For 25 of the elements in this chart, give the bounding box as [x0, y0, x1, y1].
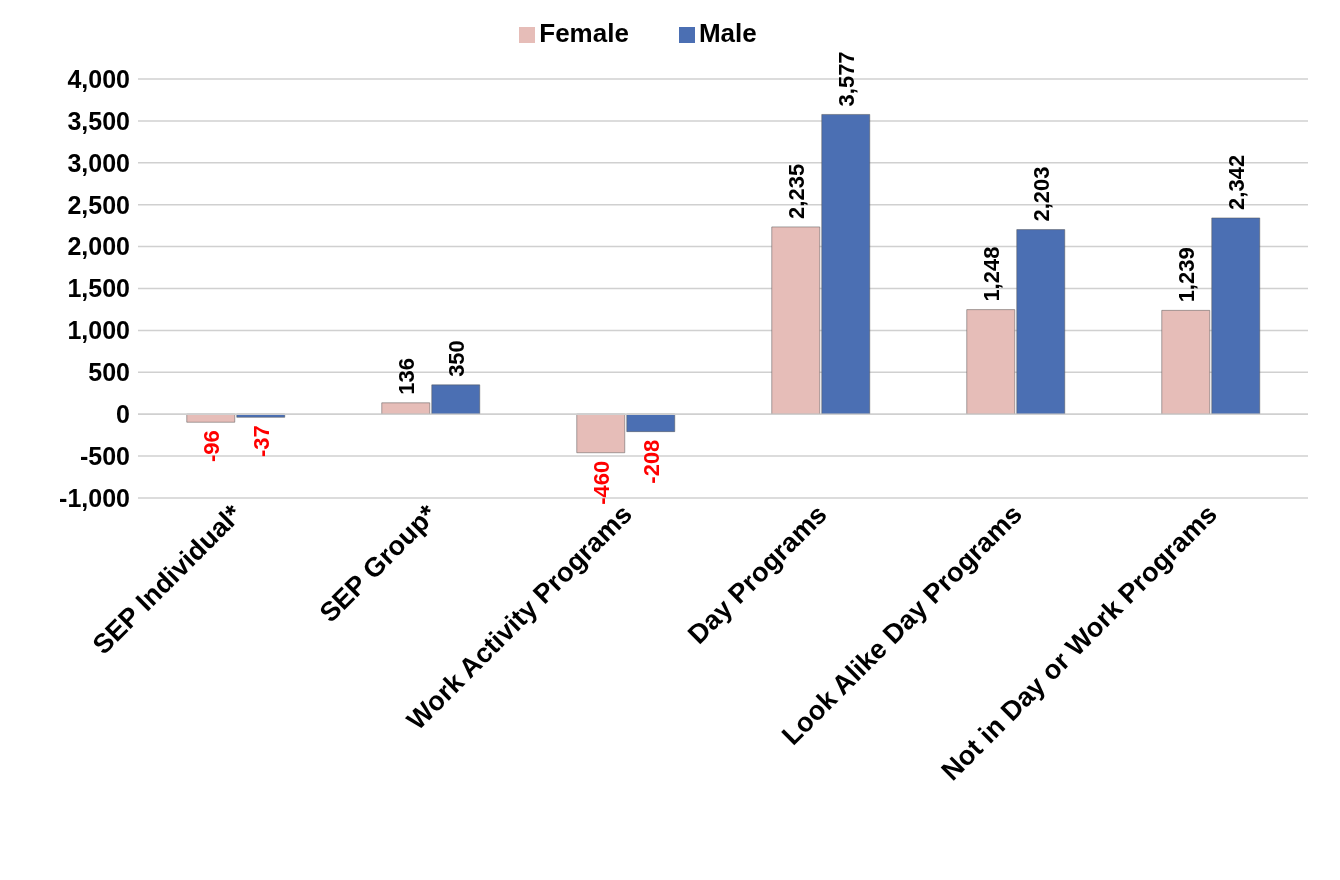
data-label: 2,342 [1223, 154, 1249, 210]
y-tick-label: -1,000 [59, 483, 130, 512]
data-label: 1,239 [1173, 247, 1199, 303]
y-tick-label: 500 [88, 358, 130, 387]
data-label: 1,248 [978, 246, 1004, 302]
data-label: 350 [443, 340, 469, 377]
legend-label: Male [698, 18, 757, 48]
data-label: -96 [198, 430, 224, 463]
y-tick-label: 2,500 [67, 190, 130, 219]
y-tick-label: 1,000 [67, 316, 130, 345]
data-label: -460 [588, 460, 614, 505]
data-label: 3,577 [833, 51, 859, 107]
y-tick-label: 2,000 [67, 232, 130, 261]
y-tick-label: 1,500 [67, 274, 130, 303]
data-label: 136 [393, 358, 419, 395]
y-tick-label: -500 [79, 441, 130, 470]
y-tick-label: 3,500 [67, 106, 130, 135]
data-label: -37 [248, 425, 274, 458]
legend-label: Female [539, 18, 629, 48]
y-tick-label: 4,000 [67, 64, 130, 93]
data-label: 2,235 [783, 163, 809, 219]
data-label: -208 [638, 439, 664, 484]
y-tick-label: 3,000 [67, 148, 130, 177]
y-tick-label: 0 [116, 400, 130, 429]
data-label: 2,203 [1028, 166, 1054, 222]
